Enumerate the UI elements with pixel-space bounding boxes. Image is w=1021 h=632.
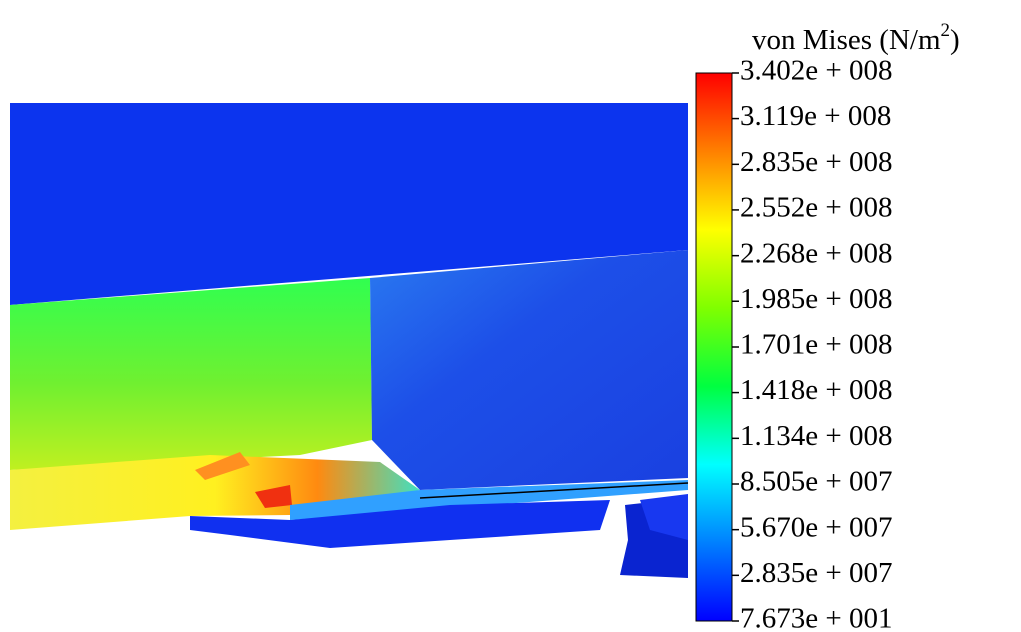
- tick-label: 3.119e + 008: [740, 100, 891, 132]
- colorbar: [696, 73, 732, 621]
- tick-label: 2.552e + 008: [740, 192, 892, 224]
- title-part: ): [950, 24, 960, 56]
- tick-label: 7.673e + 001: [740, 603, 892, 632]
- tick-label: 2.835e + 008: [740, 146, 892, 178]
- tick-label: 5.670e + 007: [740, 511, 892, 543]
- tick-label: 2.268e + 008: [740, 237, 892, 269]
- page: 7.673e + 001 2.835e + 007 5.670e + 007 8.50…: [0, 0, 1021, 632]
- tick-label: 8.505e + 007: [740, 466, 892, 498]
- tick-label: 1.701e + 008: [740, 329, 892, 361]
- colorbar-title: von Mises (N/m2): [752, 20, 960, 55]
- tick-label: 3.402e + 008: [740, 55, 892, 87]
- tick-label: 1.134e + 008: [740, 420, 892, 452]
- title-part: von Mises (N/m: [752, 24, 941, 56]
- tick-label: 2.835e + 007: [740, 557, 892, 589]
- title-part: 2: [941, 20, 951, 41]
- tick-label: 1.418e + 008: [740, 374, 892, 406]
- chart: 7.673e + 001 2.835e + 007 5.670e + 007 8.50…: [0, 0, 1021, 632]
- model-render: [10, 103, 688, 578]
- tick-label: 1.985e + 008: [740, 283, 892, 315]
